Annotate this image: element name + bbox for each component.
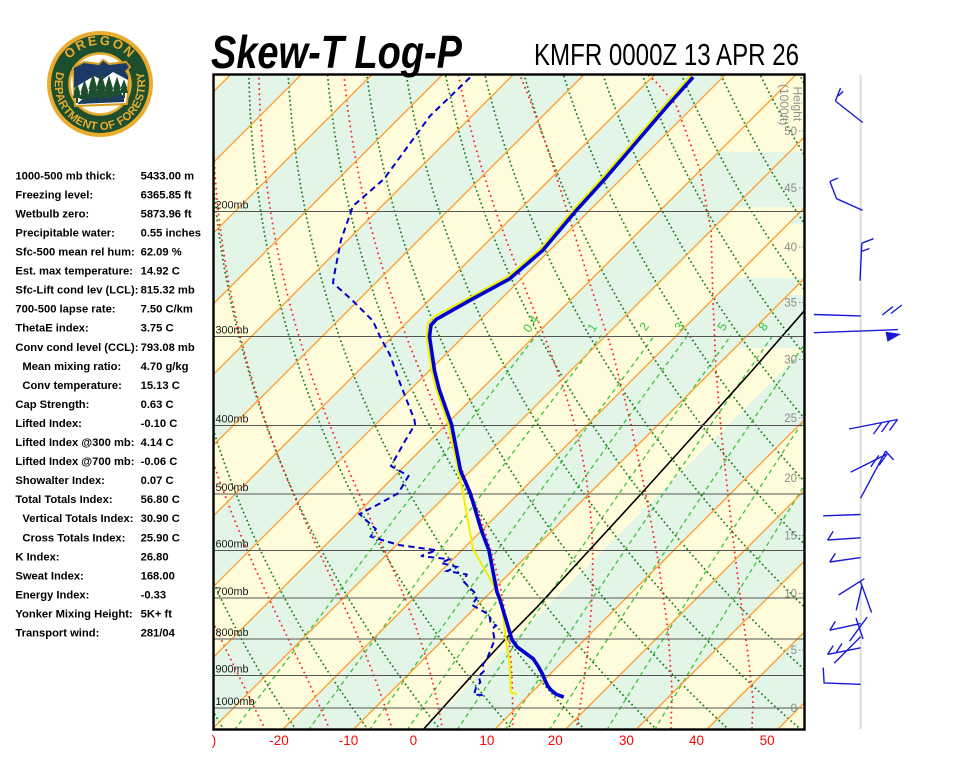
svg-text:5873.96 ft: 5873.96 ft	[141, 208, 192, 220]
svg-text:(1000ft): (1000ft)	[777, 84, 791, 125]
svg-text:-0.06 C: -0.06 C	[141, 456, 178, 468]
svg-text:56.80 C: 56.80 C	[141, 494, 180, 506]
svg-text:1000mb: 1000mb	[216, 696, 255, 708]
svg-text:Energy Index:: Energy Index:	[15, 589, 89, 601]
svg-text:Conv temperature:: Conv temperature:	[22, 380, 121, 392]
svg-text:Mean mixing ratio:: Mean mixing ratio:	[22, 361, 121, 373]
svg-text:815.32 mb: 815.32 mb	[141, 285, 195, 297]
svg-text:1000-500 mb thick:: 1000-500 mb thick:	[15, 170, 115, 182]
svg-text:5433.00 m: 5433.00 m	[141, 170, 195, 182]
svg-text:40: 40	[784, 242, 797, 254]
svg-text:25: 25	[784, 413, 797, 425]
svg-text:Est. max temperature:: Est. max temperature:	[15, 266, 133, 278]
svg-text:25.90 C: 25.90 C	[141, 532, 180, 544]
svg-text:15: 15	[784, 531, 797, 543]
svg-text:20: 20	[784, 473, 797, 485]
svg-text:6365.85 ft: 6365.85 ft	[141, 189, 192, 201]
svg-text:Freezing level:: Freezing level:	[15, 189, 93, 201]
svg-text:Lifted Index:: Lifted Index:	[15, 418, 82, 430]
svg-text:Lifted Index @300 mb:: Lifted Index @300 mb:	[15, 437, 134, 449]
svg-text:300mb: 300mb	[216, 325, 249, 337]
svg-text:45: 45	[784, 183, 797, 195]
svg-text:5: 5	[791, 645, 797, 657]
svg-text:500mb: 500mb	[216, 482, 249, 494]
svg-text:4.70 g/kg: 4.70 g/kg	[141, 361, 189, 373]
svg-text:0.63 C: 0.63 C	[141, 399, 174, 411]
svg-text:0: 0	[791, 703, 797, 715]
svg-text:K Index:: K Index:	[15, 551, 59, 563]
svg-text:-10: -10	[339, 733, 359, 748]
svg-text:0.55 inches: 0.55 inches	[141, 227, 201, 239]
svg-text:-0.33: -0.33	[141, 589, 167, 601]
svg-text:): )	[212, 733, 217, 748]
svg-text:26.80: 26.80	[141, 551, 169, 563]
svg-text:Conv cond level (CCL):: Conv cond level (CCL):	[15, 342, 138, 354]
svg-text:3.75 C: 3.75 C	[141, 323, 174, 335]
svg-text:62.09 %: 62.09 %	[141, 247, 182, 259]
svg-text:5K+ ft: 5K+ ft	[141, 608, 173, 620]
svg-text:20: 20	[548, 733, 563, 748]
svg-text:30.90 C: 30.90 C	[141, 513, 180, 525]
svg-text:Height: Height	[790, 87, 804, 122]
svg-text:50: 50	[760, 733, 775, 748]
svg-text:Lifted Index @700 mb:: Lifted Index @700 mb:	[15, 456, 134, 468]
svg-text:Precipitable water:: Precipitable water:	[15, 227, 114, 239]
svg-text:-20: -20	[269, 733, 289, 748]
svg-text:Showalter Index:: Showalter Index:	[15, 475, 105, 487]
svg-text:Yonker Mixing Height:: Yonker Mixing Height:	[15, 608, 132, 620]
svg-text:Sfc-Lift cond lev (LCL):: Sfc-Lift cond lev (LCL):	[15, 285, 138, 297]
svg-text:0.07 C: 0.07 C	[141, 475, 174, 487]
svg-text:Cross Totals Index:: Cross Totals Index:	[22, 532, 125, 544]
svg-text:800mb: 800mb	[216, 627, 249, 639]
svg-text:700-500 lapse rate:: 700-500 lapse rate:	[15, 304, 115, 316]
svg-text:10: 10	[479, 733, 494, 748]
svg-text:40: 40	[689, 733, 704, 748]
svg-text:ThetaE index:: ThetaE index:	[15, 323, 88, 335]
svg-text:Sweat Index:: Sweat Index:	[15, 570, 83, 582]
svg-text:600mb: 600mb	[216, 538, 249, 550]
svg-text:Transport wind:: Transport wind:	[15, 628, 99, 640]
svg-text:50: 50	[784, 126, 797, 138]
svg-text:Vertical Totals Index:: Vertical Totals Index:	[22, 513, 133, 525]
svg-text:14.92 C: 14.92 C	[141, 266, 180, 278]
svg-text:30: 30	[784, 355, 797, 367]
svg-text:700mb: 700mb	[216, 586, 249, 598]
svg-text:793.08 mb: 793.08 mb	[141, 342, 195, 354]
svg-text:-0.10 C: -0.10 C	[141, 418, 178, 430]
svg-text:Skew-T Log-P: Skew-T Log-P	[211, 26, 462, 78]
svg-text:4.14 C: 4.14 C	[141, 437, 174, 449]
svg-text:900mb: 900mb	[216, 664, 249, 676]
svg-text:Sfc-500 mean rel hum:: Sfc-500 mean rel hum:	[15, 247, 134, 259]
svg-text:Wetbulb zero:: Wetbulb zero:	[15, 208, 89, 220]
svg-text:Total Totals Index:: Total Totals Index:	[15, 494, 112, 506]
svg-text:400mb: 400mb	[216, 413, 249, 425]
svg-text:0: 0	[410, 733, 418, 748]
svg-text:Cap Strength:: Cap Strength:	[15, 399, 89, 411]
svg-text:168.00: 168.00	[141, 570, 175, 582]
svg-text:35: 35	[784, 298, 797, 310]
svg-text:KMFR 0000Z 13 APR 26: KMFR 0000Z 13 APR 26	[534, 39, 799, 72]
svg-text:281/04: 281/04	[141, 628, 176, 640]
svg-text:30: 30	[619, 733, 634, 748]
svg-text:200mb: 200mb	[216, 200, 249, 212]
svg-text:10: 10	[784, 589, 797, 601]
svg-text:15.13 C: 15.13 C	[141, 380, 180, 392]
svg-text:7.50 C/km: 7.50 C/km	[141, 304, 193, 316]
